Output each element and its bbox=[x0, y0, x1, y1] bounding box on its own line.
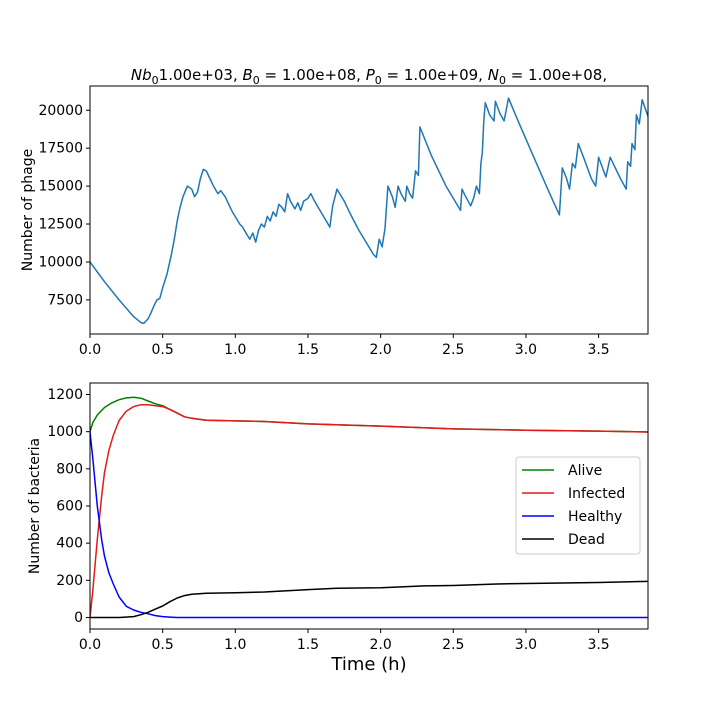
bacteria-chart: Number of bacteria Time (h) 0 200 400 600 80… bbox=[27, 382, 649, 675]
legend: Alive Infected Healthy Dead bbox=[515, 456, 641, 555]
bacteria-series-line-dead bbox=[90, 580, 648, 619]
phage-y-tick-label: 7500 bbox=[47, 292, 83, 308]
bacteria-x-tick-label: 1.5 bbox=[297, 637, 319, 653]
phage-series-line bbox=[90, 97, 648, 325]
phage-x-tick-label: 1.0 bbox=[224, 342, 246, 358]
bacteria-y-tick-label: 0 bbox=[74, 610, 83, 626]
phage-chart-ylabel: Number of phage bbox=[20, 149, 36, 271]
bacteria-x-tick-label: 2.0 bbox=[369, 637, 391, 653]
phage-x-tick-label: 2.0 bbox=[369, 342, 391, 358]
bacteria-plot-frame bbox=[89, 382, 649, 630]
bacteria-x-ticks: 0.0 0.5 1.0 1.5 2.0 2.5 3.0 3.5 bbox=[79, 629, 610, 653]
phage-x-tick-label: 2.5 bbox=[442, 342, 464, 358]
title-part: N bbox=[488, 66, 499, 84]
bacteria-x-tick-label: 0.0 bbox=[79, 637, 101, 653]
bacteria-x-tick-label: 3.5 bbox=[587, 637, 609, 653]
phage-y-tick-label: 15000 bbox=[38, 179, 83, 195]
bacteria-chart-ylabel: Number of bacteria bbox=[27, 438, 43, 574]
legend-label-alive: Alive bbox=[568, 463, 602, 479]
bacteria-series-line-healthy bbox=[90, 431, 648, 619]
bacteria-series-group bbox=[90, 396, 648, 619]
title-part: 0 bbox=[253, 74, 260, 87]
title-part: 0 bbox=[499, 74, 506, 87]
title-part: B bbox=[242, 66, 252, 84]
bacteria-x-tick-label: 1.0 bbox=[224, 637, 246, 653]
title-part: Nb bbox=[131, 66, 152, 84]
phage-y-tick-label: 12500 bbox=[38, 217, 83, 233]
phage-plot-frame bbox=[89, 85, 649, 335]
legend-frame bbox=[515, 456, 641, 555]
title-part: 1.00e+03, bbox=[159, 66, 243, 84]
phage-y-tick-label: 17500 bbox=[38, 141, 83, 157]
title-part: 0 bbox=[375, 74, 382, 87]
phage-x-tick-label: 3.0 bbox=[515, 342, 537, 358]
bacteria-chart-xlabel: Time (h) bbox=[330, 654, 406, 675]
bacteria-y-tick-label: 800 bbox=[56, 461, 83, 477]
bacteria-y-tick-label: 600 bbox=[56, 499, 83, 515]
phage-x-tick-label: 1.5 bbox=[297, 342, 319, 358]
bacteria-x-tick-label: 2.5 bbox=[442, 637, 464, 653]
phage-y-ticks: 7500 10000 12500 15000 17500 20000 bbox=[38, 103, 90, 308]
phage-y-tick-label: 10000 bbox=[38, 254, 83, 270]
phage-chart-title: Nb01.00e+03, B0 = 1.00e+08, P0 = 1.00e+0… bbox=[131, 66, 607, 87]
phage-x-tick-label: 3.5 bbox=[587, 342, 609, 358]
phage-series-group bbox=[90, 97, 648, 325]
legend-label-dead: Dead bbox=[568, 532, 605, 548]
bacteria-x-tick-label: 3.0 bbox=[515, 637, 537, 653]
phage-chart: Nb01.00e+03, B0 = 1.00e+08, P0 = 1.00e+0… bbox=[20, 66, 649, 358]
bacteria-y-tick-label: 1000 bbox=[47, 424, 83, 440]
title-part: = 1.00e+08, bbox=[506, 66, 607, 84]
bacteria-x-tick-label: 0.5 bbox=[152, 637, 174, 653]
title-part: = 1.00e+09, bbox=[382, 66, 488, 84]
bacteria-y-ticks: 0 200 400 600 800 1000 1200 bbox=[47, 387, 90, 626]
phage-x-ticks: 0.0 0.5 1.0 1.5 2.0 2.5 3.0 3.5 bbox=[79, 334, 610, 358]
phage-x-tick-label: 0.0 bbox=[79, 342, 101, 358]
bacteria-y-tick-label: 400 bbox=[56, 536, 83, 552]
bacteria-series-line-infected bbox=[90, 403, 648, 618]
legend-label-healthy: Healthy bbox=[568, 509, 622, 525]
title-part: P bbox=[366, 66, 376, 84]
bacteria-y-tick-label: 200 bbox=[56, 573, 83, 589]
phage-x-tick-label: 0.5 bbox=[152, 342, 174, 358]
legend-label-infected: Infected bbox=[568, 486, 625, 502]
title-part: 0 bbox=[152, 74, 159, 87]
bacteria-y-tick-label: 1200 bbox=[47, 387, 83, 403]
phage-y-tick-label: 20000 bbox=[38, 103, 83, 119]
title-part: = 1.00e+08, bbox=[260, 66, 366, 84]
